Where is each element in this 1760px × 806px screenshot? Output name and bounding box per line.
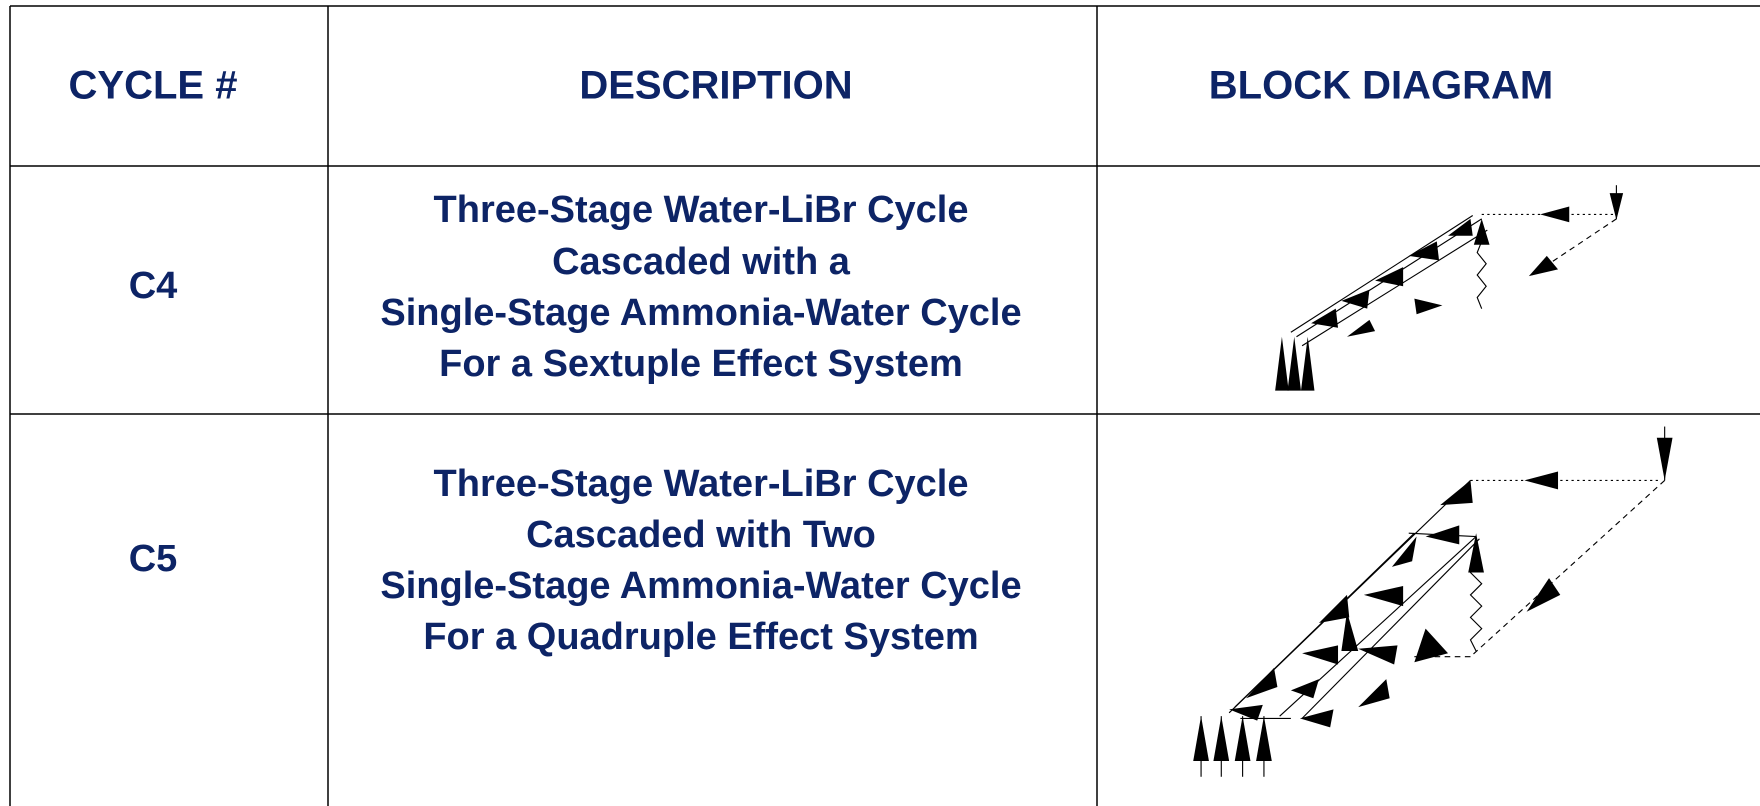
arrow-head [1375, 267, 1404, 287]
arrow-head [1408, 241, 1440, 261]
arrow-head [1414, 628, 1449, 663]
arrow-head [1358, 679, 1390, 708]
connector [1301, 538, 1480, 719]
arrow-head [1414, 298, 1443, 315]
description-line: For a Sextuple Effect System [439, 343, 963, 385]
cycle-cell: C4 [129, 265, 178, 307]
arrow-head [1213, 716, 1230, 762]
description-line: Single-Stage Ammonia-Water Cycle [380, 292, 1021, 334]
arrow-head [1468, 533, 1484, 573]
header-cell: CYCLE # [69, 64, 238, 108]
arrow-head [1358, 645, 1398, 665]
arrow-head [1299, 709, 1334, 728]
arrow-head [1391, 536, 1417, 567]
arrow-head [1318, 594, 1350, 623]
connector [1301, 229, 1488, 347]
description-line: Cascaded with a [552, 241, 851, 283]
header-cell: DESCRIPTION [579, 64, 852, 108]
connector [1290, 215, 1474, 333]
block-diagram [1275, 185, 1624, 391]
description-line: For a Quadruple Effect System [423, 616, 978, 658]
header-cell: BLOCK DIAGRAM [1209, 64, 1553, 108]
block-diagram [1193, 426, 1673, 777]
arrow-head [1609, 193, 1624, 221]
arrow-head [1528, 255, 1559, 277]
arrow-head [1275, 336, 1289, 391]
arrow-head [1287, 336, 1301, 391]
arrow-head [1656, 437, 1673, 481]
arrow-head [1341, 611, 1359, 652]
connector [1470, 480, 1666, 658]
description-line: Single-Stage Ammonia-Water Cycle [380, 565, 1021, 607]
arrow-head [1363, 585, 1404, 607]
arrow-head [1290, 679, 1319, 699]
arrow-head [1440, 480, 1473, 506]
connector [1469, 560, 1483, 652]
arrow-head [1245, 667, 1278, 699]
arrow-head [1193, 716, 1209, 762]
arrow-head [1346, 319, 1376, 337]
arrow-head [1473, 218, 1490, 245]
connector [1476, 241, 1487, 309]
description-line: Three-Stage Water-LiBr Cycle [434, 463, 969, 505]
arrow-head [1311, 308, 1339, 328]
arrow-head [1448, 218, 1473, 236]
arrow-head [1256, 716, 1272, 762]
arrow-head [1341, 289, 1370, 309]
arrow-head [1229, 704, 1263, 721]
description-line: Three-Stage Water-LiBr Cycle [434, 189, 969, 231]
arrow-head [1425, 525, 1460, 545]
arrow-head [1300, 336, 1315, 391]
arrow-head [1540, 206, 1570, 223]
arrow-head [1302, 645, 1339, 665]
arrow-head [1524, 471, 1559, 490]
description-line: Cascaded with Two [526, 514, 876, 556]
table-grid [9, 5, 1760, 806]
cycle-cell: C5 [129, 538, 178, 580]
arrow-head [1526, 578, 1561, 612]
arrow-head [1234, 716, 1251, 762]
